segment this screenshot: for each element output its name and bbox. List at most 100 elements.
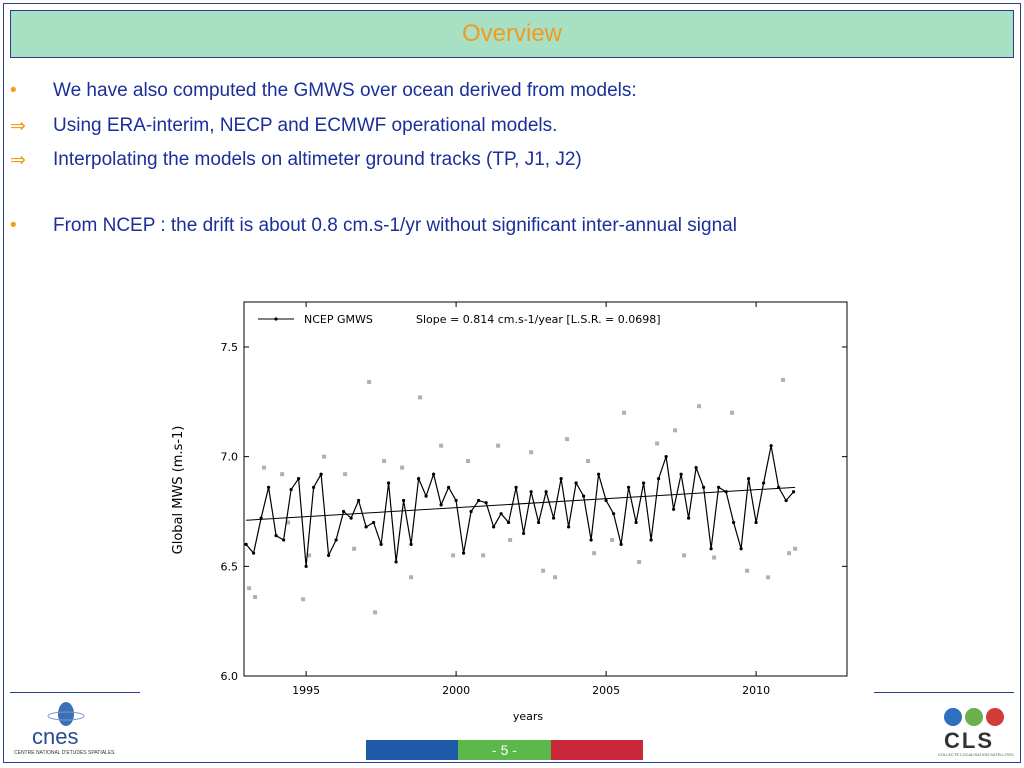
series-point (747, 476, 751, 481)
annotation: Slope = 0.814 cm.s-1/year [L.S.R. = 0.06… (416, 313, 661, 326)
series-point (274, 534, 278, 538)
scatter-point (655, 441, 660, 446)
series-point (342, 509, 346, 514)
cnes-text: cnes (32, 724, 79, 749)
series-point (289, 487, 293, 492)
scatter-point (280, 472, 285, 477)
series-point (357, 498, 361, 503)
series-point (672, 507, 676, 511)
series-point (477, 498, 481, 503)
series-point (372, 520, 376, 525)
cls-icon (944, 708, 1004, 726)
scatter-point (409, 575, 414, 580)
bullet-marker: • (10, 80, 17, 101)
series-point (312, 485, 316, 489)
legend-label: NCEP GMWS (304, 313, 373, 326)
scatter-point (418, 395, 423, 400)
scatter-point (343, 472, 348, 477)
scatter-point (565, 437, 570, 442)
legend-marker (274, 317, 278, 321)
series-point (432, 472, 436, 476)
scatter-point (466, 459, 471, 464)
scatter-point (400, 465, 405, 470)
bullet-marker: ⇒ (10, 150, 26, 171)
series-point (327, 553, 331, 557)
series-point (582, 494, 586, 498)
trend-line (246, 486, 796, 521)
scatter-point (766, 575, 771, 580)
x-tick-label: 2010 (742, 684, 770, 697)
series-point (604, 498, 608, 503)
bullet-text: We have also computed the GMWS over ocea… (53, 80, 637, 101)
scatter-point (586, 459, 591, 464)
y-tick-label: 6.0 (221, 670, 239, 683)
series-point (754, 520, 758, 525)
scatter-point (730, 410, 735, 415)
scatter-point (553, 575, 558, 580)
y-axis-label: Global MWS (m.s-1) (171, 426, 186, 555)
scatter-point (592, 551, 597, 556)
series-point (552, 516, 556, 520)
cnes-caption: CENTRE NATIONAL D'ETUDES SPATIALES (14, 750, 115, 756)
scatter-point (610, 538, 615, 542)
scatter-point (382, 459, 387, 464)
series-point (717, 485, 721, 489)
series-point (739, 547, 743, 551)
x-tick-label: 1995 (292, 684, 320, 697)
series-point (349, 516, 353, 520)
series-point (589, 538, 593, 542)
scatter-point (253, 595, 258, 600)
scatter-point (712, 555, 717, 560)
series-point (409, 542, 413, 546)
x-tick-label: 2000 (442, 684, 470, 697)
series-point (619, 542, 623, 546)
scatter-point (439, 443, 444, 448)
series-point (694, 466, 698, 470)
scatter-point (787, 551, 792, 556)
series-point (499, 512, 503, 516)
series-point (462, 551, 466, 555)
scatter-point (697, 404, 702, 409)
scatter-point (247, 586, 252, 591)
bullet-marker: • (10, 215, 17, 236)
scatter-point (451, 553, 456, 558)
series-point (379, 542, 383, 546)
series-point (649, 538, 653, 542)
series-point (537, 520, 541, 525)
series-point (559, 476, 563, 481)
series-point (784, 498, 788, 503)
series-point (574, 481, 578, 485)
cls-caption: COLLECTE LOCALISATION SATELLITES (938, 752, 1014, 757)
y-tick-label: 7.0 (221, 451, 239, 464)
series-point (769, 444, 773, 448)
series-point (267, 485, 271, 489)
series-point (469, 509, 473, 514)
chart: years Global MWS (m.s-1) 6.0 6.5 7.0 7.5 199… (140, 286, 874, 742)
bullet-text: Using ERA-interim, NECP and ECMWF operat… (53, 115, 558, 136)
series-point (657, 476, 661, 481)
y-tick-label: 6.5 (221, 560, 239, 573)
series-point (424, 494, 428, 498)
series-point (732, 520, 736, 525)
scatter-point (322, 454, 327, 459)
series-point (627, 485, 631, 489)
scatter-point (529, 450, 534, 455)
x-tick-label: 2005 (592, 684, 620, 697)
series-point (514, 485, 518, 489)
scatter-point (793, 546, 798, 551)
cnes-icon (47, 702, 85, 726)
scatter-point (352, 546, 357, 551)
series-point (642, 481, 646, 485)
series-point (319, 472, 323, 476)
series-point (244, 542, 248, 546)
series-point (447, 485, 451, 489)
series-point (282, 538, 286, 542)
scatter-point (301, 597, 306, 602)
series-point (492, 525, 496, 529)
bullet-text: From NCEP : the drift is about 0.8 cm.s-… (53, 215, 737, 236)
scatter-point (481, 553, 486, 558)
series-point (544, 490, 548, 494)
chart-background (140, 286, 874, 742)
bullet-marker: ⇒ (10, 116, 26, 137)
series-line (245, 445, 795, 567)
